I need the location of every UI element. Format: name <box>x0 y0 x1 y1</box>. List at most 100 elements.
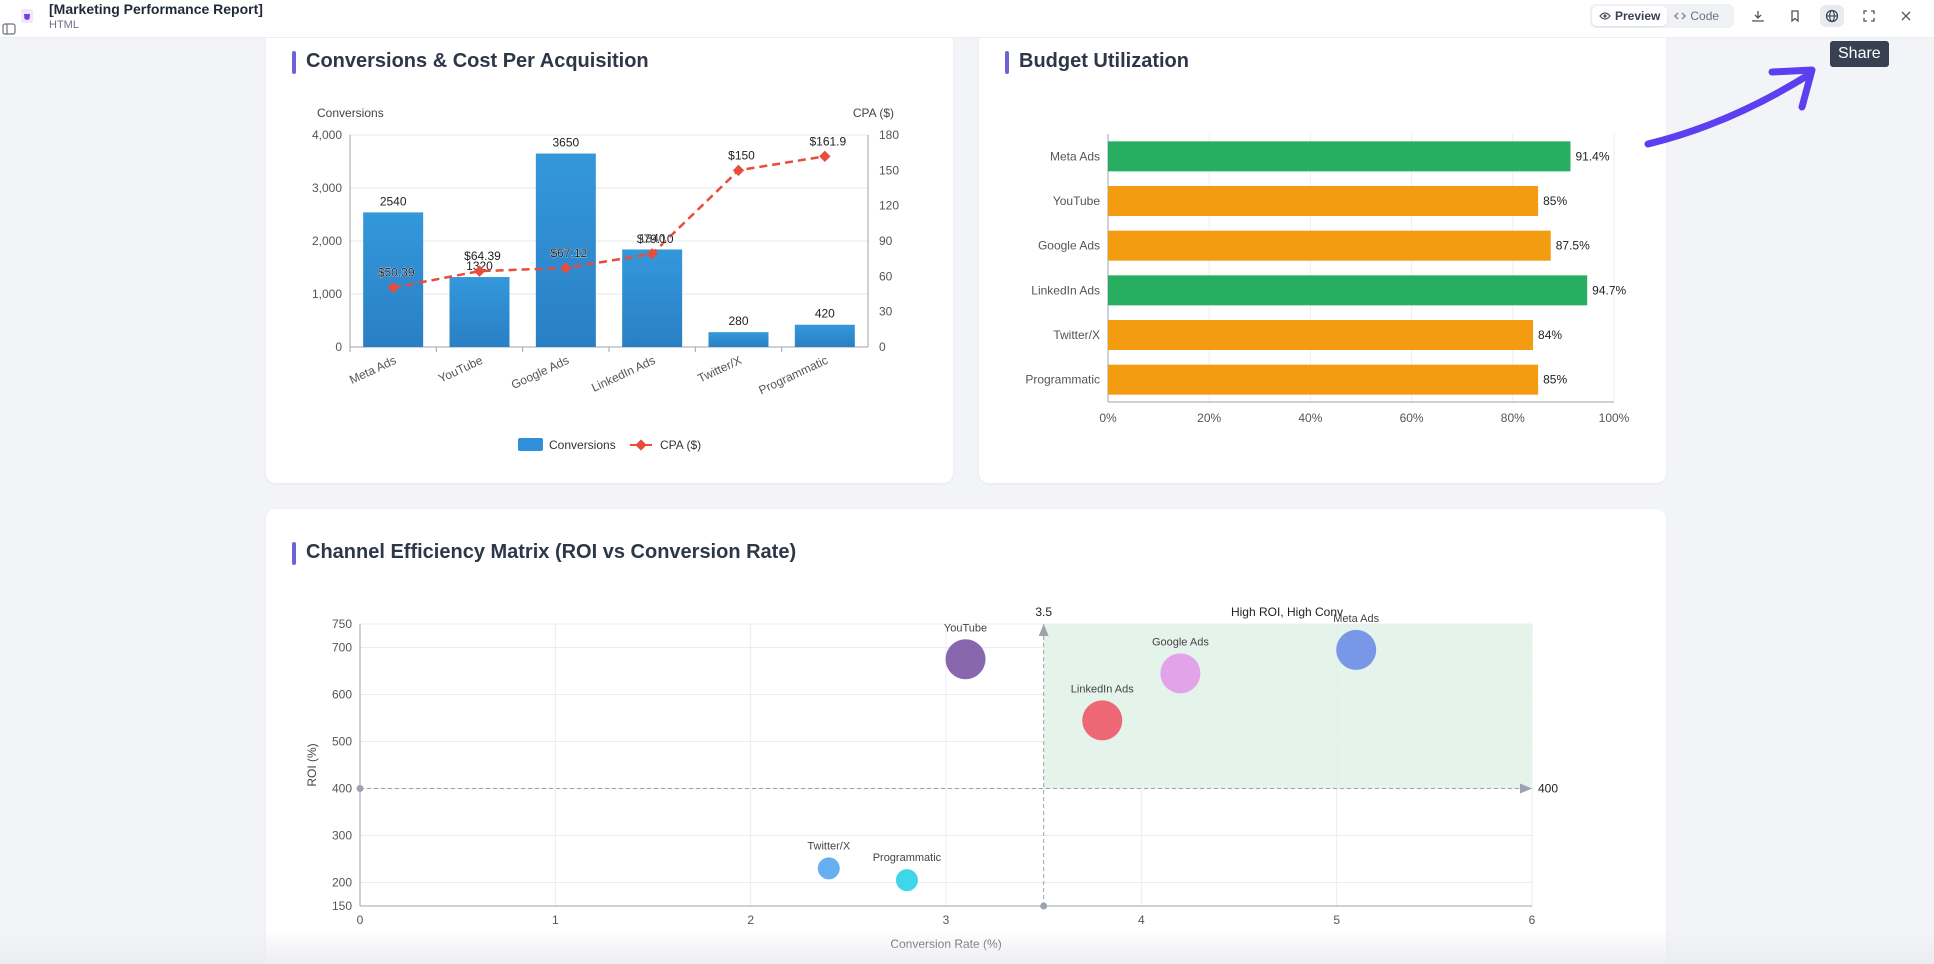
view-toggle: Preview Code <box>1590 4 1734 28</box>
y2-tick-label: 30 <box>879 305 893 319</box>
share-button[interactable] <box>1820 5 1844 27</box>
x-tick-label: 60% <box>1400 411 1424 425</box>
x-tick-label: 5 <box>1333 913 1340 927</box>
point-cpa <box>646 248 658 260</box>
top-bar: [Marketing Performance Report] HTML Prev… <box>0 0 1934 38</box>
x-tick-label: 40% <box>1298 411 1322 425</box>
budget-card: Budget Utilization 0% 20% 40% 60% 80% 100% Met… <box>979 22 1666 483</box>
card-title: Conversions & Cost Per Acquisition <box>292 50 649 74</box>
y-tick-label: 0 <box>335 340 342 354</box>
point-cpa <box>473 265 486 277</box>
eye-icon <box>1599 12 1611 20</box>
x-tick-label: 0 <box>357 913 364 927</box>
x-tick-label: 6 <box>1529 913 1536 927</box>
bar-value-label: 84% <box>1538 328 1562 342</box>
close-icon <box>1901 11 1911 21</box>
scatter-point <box>817 857 840 880</box>
x-tick-label: 100% <box>1599 411 1630 425</box>
cpa-value-label: $64.39 <box>464 249 501 263</box>
bottom-fade <box>0 930 1934 964</box>
bar-budget <box>1108 275 1588 306</box>
preview-label: Preview <box>1615 9 1661 23</box>
y-axis-title: Conversions <box>317 106 384 120</box>
x-tick-label: Programmatic <box>756 353 830 397</box>
cpa-value-label: $161.9 <box>809 134 846 148</box>
preview-tab[interactable]: Preview <box>1592 6 1668 26</box>
conversions-card: Conversions & Cost Per Acquisition 0 1,00… <box>266 22 953 483</box>
bar-value-label: 420 <box>815 307 835 321</box>
card-title: Channel Efficiency Matrix (ROI vs Conver… <box>292 541 796 565</box>
bar-budget <box>1108 141 1571 172</box>
code-label: Code <box>1690 9 1720 23</box>
scatter-point-label: Twitter/X <box>807 840 850 852</box>
y2-tick-label: 150 <box>879 163 899 177</box>
y-tick-label: 2,000 <box>312 234 342 248</box>
code-icon <box>1674 12 1687 20</box>
y-tick-label: Twitter/X <box>1053 328 1100 342</box>
y2-tick-label: 180 <box>879 128 899 142</box>
budget-utilization-chart: 0% 20% 40% 60% 80% 100% Meta Ads 91.4% YouTube 85… <box>1025 134 1630 425</box>
bar-conversions <box>535 153 596 347</box>
threshold-start-conv <box>1040 902 1048 910</box>
chart-legend: Conversions CPA ($) <box>518 438 701 452</box>
x-tick-label: 3 <box>943 913 950 927</box>
threshold-arrow-roi <box>1520 783 1532 794</box>
bar-budget <box>1108 230 1551 261</box>
x-tick-label: 4 <box>1138 913 1145 927</box>
x-tick-label: YouTube <box>436 353 485 386</box>
legend-swatch-conversions <box>518 438 543 451</box>
bar-value-label: 94.7% <box>1592 283 1626 297</box>
y-tick-label: YouTube <box>1053 194 1100 208</box>
x-tick-label: 20% <box>1197 411 1221 425</box>
scatter-point-label: Meta Ads <box>1333 613 1379 625</box>
point-cpa <box>732 164 745 176</box>
y-tick-label: 600 <box>332 688 352 702</box>
threshold-start-roi <box>356 785 364 792</box>
scatter-point <box>1336 629 1377 670</box>
fullscreen-button[interactable] <box>1857 5 1881 27</box>
y-tick-label: Google Ads <box>1038 239 1100 253</box>
document-title: [Marketing Performance Report] <box>49 1 263 17</box>
x-tick-label: 0% <box>1099 411 1117 425</box>
y-tick-label: LinkedIn Ads <box>1031 283 1100 297</box>
y-tick-label: Programmatic <box>1025 373 1100 387</box>
x-tick-label: 2 <box>747 913 754 927</box>
document-type: HTML <box>49 19 79 31</box>
cpa-value-label: $79.10 <box>637 232 674 246</box>
bookmark-button[interactable] <box>1783 5 1807 27</box>
legend-marker-cpa <box>635 439 647 451</box>
y2-axis-title: CPA ($) <box>853 106 894 120</box>
scatter-point-label: Google Ads <box>1152 636 1209 648</box>
line-cpa <box>392 155 826 289</box>
cpa-value-label: $50.39 <box>378 266 415 280</box>
bar-value-label: 91.4% <box>1575 149 1609 163</box>
y-tick-label: 1,000 <box>312 287 342 301</box>
bar-value-label: 85% <box>1543 194 1567 208</box>
scatter-point <box>1082 700 1123 741</box>
threshold-arrow-conv <box>1038 624 1049 636</box>
x-tick-label: LinkedIn Ads <box>589 353 657 395</box>
sidebar-toggle-icon[interactable] <box>2 22 16 36</box>
threshold-label-roi: 400 <box>1538 782 1558 796</box>
y2-tick-label: 0 <box>879 340 886 354</box>
bookmark-icon <box>1791 10 1799 23</box>
threshold-label-conv: 3.5 <box>1035 605 1052 619</box>
y-axis-title: ROI (%) <box>305 743 319 786</box>
y-tick-label: 500 <box>332 735 352 749</box>
scatter-point <box>1160 653 1201 694</box>
bar-conversions <box>622 249 683 347</box>
code-tab[interactable]: Code <box>1667 6 1726 26</box>
bar-conversions <box>363 212 424 347</box>
y2-tick-label: 90 <box>879 234 893 248</box>
download-icon <box>1752 11 1764 22</box>
card-title: Budget Utilization <box>1005 50 1189 74</box>
y2-tick-label: 120 <box>879 199 899 213</box>
bar-budget <box>1108 364 1539 395</box>
legend-label-conversions: Conversions <box>549 438 616 452</box>
arrow-annotation <box>1644 66 1816 148</box>
download-button[interactable] <box>1746 5 1770 27</box>
high-performance-region <box>1043 624 1532 789</box>
close-button[interactable] <box>1894 5 1918 27</box>
share-tooltip: Share <box>1830 41 1889 67</box>
bar-conversions <box>449 277 510 347</box>
